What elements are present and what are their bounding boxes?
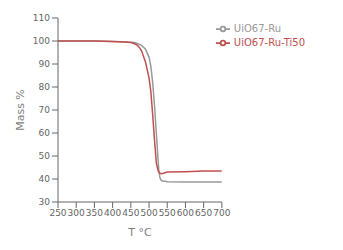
svg-text:350: 350 xyxy=(86,208,103,218)
html-text:UiO67-Ru-Ti50: UiO67-Ru-Ti50 xyxy=(233,37,305,48)
svg-text:600: 600 xyxy=(177,208,194,218)
svg-text:300: 300 xyxy=(68,208,85,218)
svg-text:650: 650 xyxy=(195,208,212,218)
svg-text:80: 80 xyxy=(39,82,51,92)
svg-text:60: 60 xyxy=(39,128,51,138)
svg-text:450: 450 xyxy=(122,208,139,218)
svg-text:400: 400 xyxy=(104,208,121,218)
svg-text:T °C: T °C xyxy=(127,226,152,239)
svg-text:90: 90 xyxy=(39,59,51,69)
svg-text:100: 100 xyxy=(33,36,50,46)
html-text:UiO67-Ru: UiO67-Ru xyxy=(233,23,281,34)
svg-text:500: 500 xyxy=(140,208,157,218)
svg-text:40: 40 xyxy=(39,174,51,184)
svg-text:110: 110 xyxy=(33,13,50,23)
svg-text:550: 550 xyxy=(159,208,176,218)
svg-text:50: 50 xyxy=(39,151,51,161)
svg-text:700: 700 xyxy=(213,208,230,218)
svg-text:Mass %: Mass % xyxy=(14,89,27,131)
svg-text:250: 250 xyxy=(49,208,66,218)
svg-text:70: 70 xyxy=(39,105,51,115)
svg-text:30: 30 xyxy=(39,197,51,207)
